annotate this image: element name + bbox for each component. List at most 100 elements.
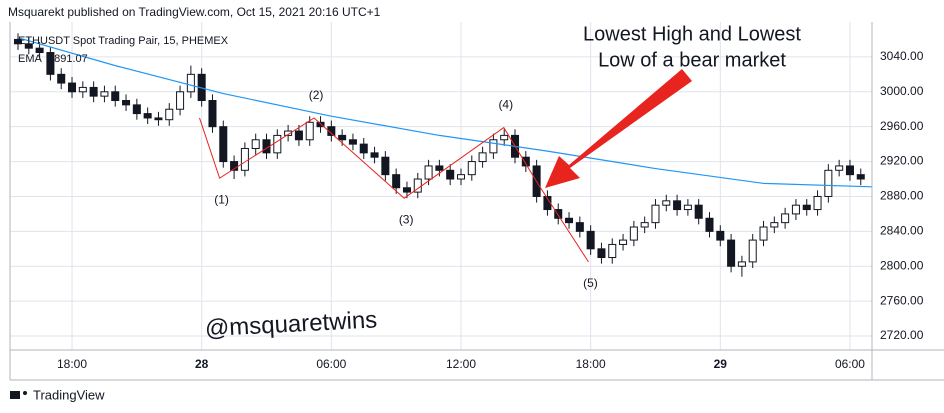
candle-body (122, 100, 131, 106)
candle-body (46, 52, 55, 75)
candle-body (359, 143, 368, 154)
candle-body (727, 239, 736, 267)
candle-body (327, 126, 336, 136)
candle-body (835, 165, 844, 171)
candle-body (294, 130, 303, 141)
x-tick-label: 06:00 (316, 357, 346, 371)
zigzag-line (199, 117, 589, 263)
candle-body (219, 126, 228, 163)
candle-body (791, 204, 800, 215)
candle-body (629, 226, 638, 241)
x-tick-label: 18:00 (576, 357, 606, 371)
candle-body (813, 195, 822, 211)
candle-body (251, 139, 260, 149)
candle-body (424, 165, 433, 180)
candle-body (683, 204, 692, 211)
candle-body (143, 113, 152, 119)
candle-body (100, 91, 109, 97)
brand-logo (10, 391, 27, 399)
y-tick-label: 2920.00 (880, 154, 924, 168)
ema-line (17, 37, 872, 188)
ema-legend-value: 2891.07 (48, 53, 88, 65)
candle-body (230, 161, 239, 171)
candle-body (759, 226, 768, 241)
candle-body (554, 209, 563, 219)
wave-label: (1) (214, 192, 229, 206)
y-tick-label: 2760.00 (880, 293, 924, 307)
ema-legend: EMA (18, 53, 43, 65)
candle-body (305, 121, 314, 141)
candle-body (111, 91, 120, 102)
y-tick-label: 2840.00 (880, 224, 924, 238)
y-tick-label: 2960.00 (880, 119, 924, 133)
y-tick-label: 2800.00 (880, 258, 924, 272)
candle-body (68, 82, 77, 93)
candle-body (856, 174, 865, 180)
candle-body (402, 187, 411, 193)
candle-body (392, 174, 401, 189)
candle-body (467, 161, 476, 176)
candle-body (575, 222, 584, 232)
candle-body (521, 156, 530, 167)
candle-body (845, 165, 854, 176)
candle-body (597, 248, 606, 259)
candle-body (651, 204, 660, 224)
candle-body (348, 139, 357, 145)
y-tick-label: 3000.00 (880, 84, 924, 98)
wave-label: (4) (498, 98, 513, 112)
candle-body (824, 169, 833, 197)
candle-body (435, 165, 444, 171)
candle-body (662, 200, 671, 206)
candle-body (208, 100, 217, 128)
candle-body (78, 86, 87, 93)
x-tick-label: 06:00 (835, 357, 865, 371)
candle-body (57, 73, 66, 84)
x-tick-label: 12:00 (446, 357, 476, 371)
candle-body (619, 239, 628, 245)
candle-body (35, 47, 44, 54)
plot (13, 33, 872, 277)
candle-body (186, 73, 195, 93)
candle-body (446, 169, 455, 180)
candle-body (608, 243, 617, 259)
candle-body (640, 222, 649, 228)
symbol-line: ETHUSDT Spot Trading Pair, 15, PHEMEX (18, 35, 229, 47)
candle-body (770, 222, 779, 228)
annotation-line: Lowest High and Lowest (583, 23, 801, 45)
candle-body (478, 152, 487, 163)
candle-body (338, 134, 347, 141)
candle-body (489, 139, 498, 154)
y-tick-label: 2880.00 (880, 189, 924, 203)
candle-body (500, 134, 509, 141)
candle-body (316, 121, 325, 128)
candle-body (24, 43, 33, 49)
x-tick-label: 28 (195, 357, 209, 371)
candle-body (13, 38, 23, 45)
y-tick-label: 3040.00 (880, 49, 924, 63)
candle-body (284, 130, 293, 136)
candle-body (240, 147, 249, 171)
candle-body (716, 230, 725, 241)
candle-body (165, 108, 174, 121)
x-tick-label: 29 (714, 357, 728, 371)
publisher-line: Msquarekt published on TradingView.com, … (8, 5, 381, 19)
y-tick-label: 2720.00 (880, 328, 924, 342)
candle-body (586, 230, 595, 250)
wave-label: (2) (309, 88, 324, 102)
candle-body (89, 86, 98, 97)
candle-body (381, 156, 390, 176)
candle-body (694, 204, 703, 219)
candle-body (802, 204, 811, 211)
x-tick-label: 18:00 (57, 357, 87, 371)
candle-body (132, 104, 141, 115)
candle-body (370, 152, 379, 158)
annotation-line: Low of a bear market (598, 49, 786, 71)
candle-body (781, 213, 790, 224)
candle-body (673, 200, 682, 211)
candle-body (176, 91, 185, 110)
candle-body (748, 239, 757, 263)
candle-body (705, 217, 714, 232)
candle-body (737, 261, 746, 267)
